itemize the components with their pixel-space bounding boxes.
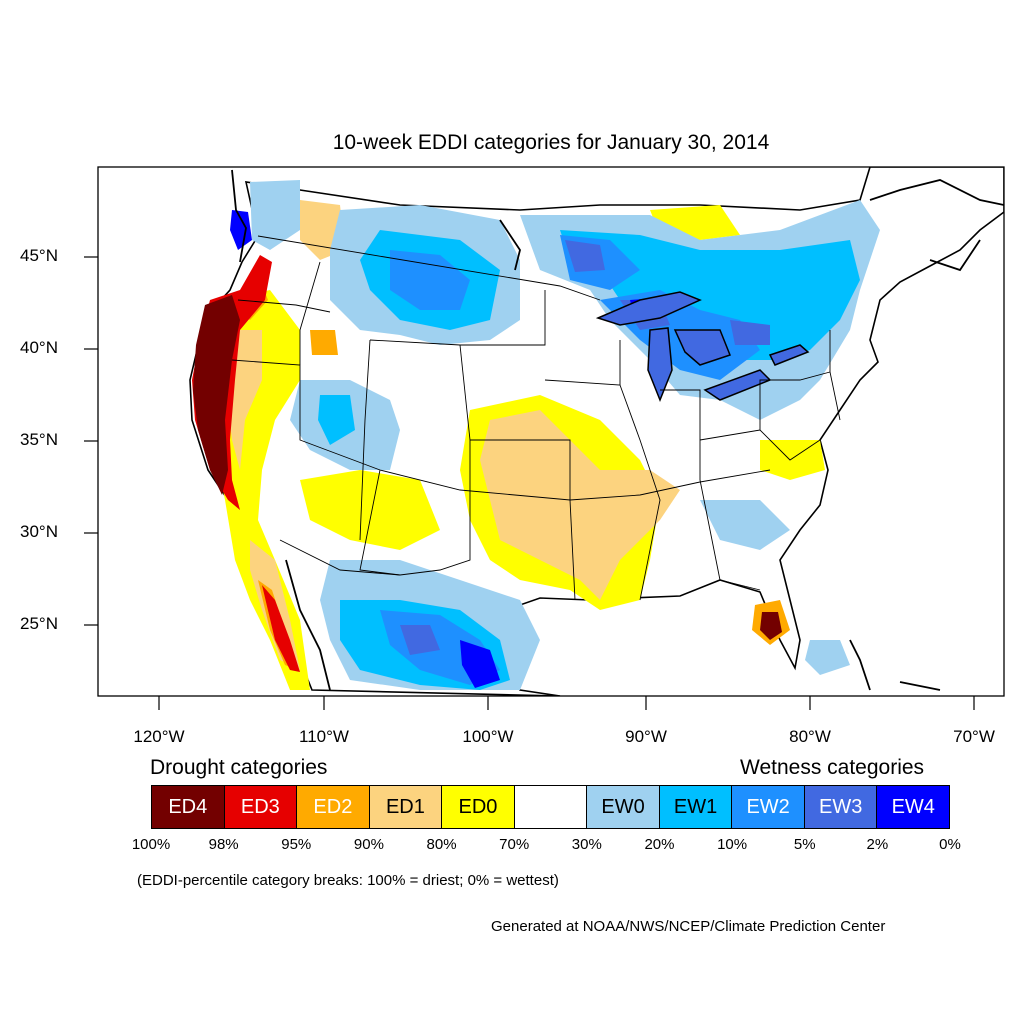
credit-line: Generated at NOAA/NWS/NCEP/Climate Predi… [491,918,886,935]
percent-break-label: 0% [939,836,961,853]
map-title: 10-week EDDI categories for January 30, … [332,131,770,154]
plot-frame [97,166,1005,697]
state-borders [231,235,841,601]
legend-box-ed1: ED1 [369,786,443,828]
legend-box-ew3: EW3 [804,786,878,828]
percent-break-label: 90% [353,836,384,853]
lon-label-90: 90°W [625,727,667,746]
legend-box-ew4: EW4 [877,786,950,828]
lat-label-25: 25°N [20,614,58,633]
legend-box-ed3: ED3 [224,786,298,828]
percent-break-label: 30% [571,836,602,853]
drought-areas [192,200,825,690]
coastlines [231,169,1004,691]
legend-box-ew2: EW2 [732,786,805,828]
percent-break-label: 95% [281,836,312,853]
great-lakes [595,291,810,403]
percent-break-label: 100% [131,836,171,853]
eddi-map-layer [189,167,1004,696]
lat-label-40: 40°N [20,338,58,357]
legend-box-ew0: EW0 [587,786,660,828]
percent-break-label: 10% [717,836,748,853]
lon-label-110: 110°W [299,727,349,746]
legend-box-ed2: ED2 [297,786,370,828]
legend-box-ew1: EW1 [659,786,733,828]
lon-label-120: 120°W [133,727,185,746]
lon-label-80: 80°W [789,727,831,746]
percent-break-label: 70% [499,836,530,853]
lat-label-35: 35°N [20,430,58,449]
category-breaks-note: (EDDI-percentile category breaks: 100% =… [137,872,559,889]
drought-categories-heading: Drought categories [150,756,328,779]
percent-break-label: 2% [866,836,889,853]
legend-box-ed0: ED0 [442,786,515,828]
percent-break-label: 20% [644,836,675,853]
lon-label-70: 70°W [953,727,995,746]
percent-break-label: 5% [793,836,816,853]
axis-ticks [84,256,975,710]
legend-box-ed4: ED4 [152,786,225,828]
legend-box-neutral [514,786,588,828]
percent-break-label: 80% [426,836,457,853]
legend-colorbar: ED4 ED3 ED2 ED1 ED0 EW0 EW1 EW2 EW3 EW4 [151,785,950,829]
lon-label-100: 100°W [462,727,514,746]
lat-label-30: 30°N [20,522,58,541]
wetness-categories-heading: Wetness categories [740,756,925,779]
lat-label-45: 45°N [20,246,58,265]
percent-break-label: 98% [208,836,239,853]
